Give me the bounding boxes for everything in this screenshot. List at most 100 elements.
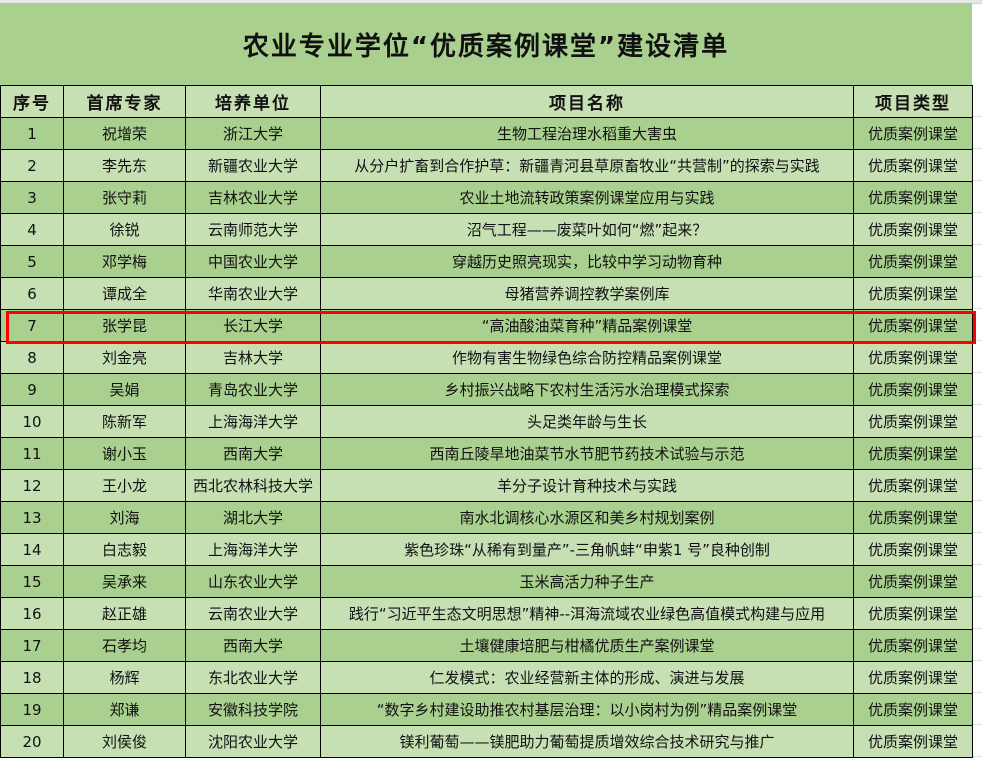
cell-no[interactable]: 18 (0, 661, 64, 694)
cell-expert[interactable]: 刘金亮 (63, 341, 186, 374)
cell-type[interactable]: 优质案例课堂 (853, 117, 973, 150)
cell-no[interactable]: 15 (0, 565, 64, 598)
cell-unit[interactable]: 华南农业大学 (185, 277, 321, 310)
cell-expert[interactable]: 祝增荣 (63, 117, 186, 150)
cell-expert[interactable]: 白志毅 (63, 533, 186, 566)
cell-unit[interactable]: 西南大学 (185, 437, 321, 470)
cell-no[interactable]: 12 (0, 469, 64, 502)
header-expert[interactable]: 首席专家 (63, 85, 186, 118)
cell-project[interactable]: 羊分子设计育种技术与实践 (320, 469, 854, 502)
cell-unit[interactable]: 浙江大学 (185, 117, 321, 150)
cell-type[interactable]: 优质案例课堂 (853, 565, 973, 598)
cell-expert[interactable]: 石孝均 (63, 629, 186, 662)
cell-type[interactable]: 优质案例课堂 (853, 149, 973, 182)
cell-project[interactable]: 土壤健康培肥与柑橘优质生产案例课堂 (320, 629, 854, 662)
cell-unit[interactable]: 东北农业大学 (185, 661, 321, 694)
cell-no[interactable]: 20 (0, 725, 64, 758)
cell-type[interactable]: 优质案例课堂 (853, 213, 973, 246)
cell-expert[interactable]: 邓学梅 (63, 245, 186, 278)
cell-project[interactable]: 生物工程治理水稻重大害虫 (320, 117, 854, 150)
cell-no[interactable]: 11 (0, 437, 64, 470)
cell-project[interactable]: 沼气工程——废菜叶如何“燃”起来？ (320, 213, 854, 246)
cell-unit[interactable]: 吉林农业大学 (185, 181, 321, 214)
cell-type[interactable]: 优质案例课堂 (853, 277, 973, 310)
header-type[interactable]: 项目类型 (853, 85, 973, 118)
sheet-title[interactable]: 农业专业学位“优质案例课堂”建设清单 (0, 3, 972, 85)
cell-type[interactable]: 优质案例课堂 (853, 597, 973, 630)
cell-project[interactable]: 西南丘陵旱地油菜节水节肥节药技术试验与示范 (320, 437, 854, 470)
cell-project[interactable]: 农业土地流转政策案例课堂应用与实践 (320, 181, 854, 214)
cell-unit[interactable]: 安徽科技学院 (185, 693, 321, 726)
cell-unit[interactable]: 山东农业大学 (185, 565, 321, 598)
cell-project[interactable]: 玉米高活力种子生产 (320, 565, 854, 598)
cell-no[interactable]: 17 (0, 629, 64, 662)
cell-unit[interactable]: 新疆农业大学 (185, 149, 321, 182)
cell-expert[interactable]: 李先东 (63, 149, 186, 182)
cell-project[interactable]: 母猪营养调控教学案例库 (320, 277, 854, 310)
cell-no[interactable]: 13 (0, 501, 64, 534)
cell-project[interactable]: 镁利葡萄——镁肥助力葡萄提质增效综合技术研究与推广 (320, 725, 854, 758)
cell-no[interactable]: 3 (0, 181, 64, 214)
cell-unit[interactable]: 沈阳农业大学 (185, 725, 321, 758)
cell-project[interactable]: 乡村振兴战略下农村生活污水治理模式探索 (320, 373, 854, 406)
cell-unit[interactable]: 青岛农业大学 (185, 373, 321, 406)
cell-type[interactable]: 优质案例课堂 (853, 373, 973, 406)
cell-unit[interactable]: 云南农业大学 (185, 597, 321, 630)
cell-expert[interactable]: 谭成全 (63, 277, 186, 310)
cell-unit[interactable]: 上海海洋大学 (185, 533, 321, 566)
cell-type[interactable]: 优质案例课堂 (853, 533, 973, 566)
header-no[interactable]: 序号 (0, 85, 64, 118)
cell-project[interactable]: 从分户扩畜到合作护草：新疆青河县草原畜牧业“共营制”的探索与实践 (320, 149, 854, 182)
cell-unit[interactable]: 西北农林科技大学 (185, 469, 321, 502)
cell-unit[interactable]: 中国农业大学 (185, 245, 321, 278)
cell-expert[interactable]: 吴承来 (63, 565, 186, 598)
cell-type[interactable]: 优质案例课堂 (853, 309, 973, 342)
cell-project[interactable]: 紫色珍珠“从稀有到量产”-三角帆蚌“申紫1 号”良种创制 (320, 533, 854, 566)
cell-project[interactable]: “高油酸油菜育种”精品案例课堂 (320, 309, 854, 342)
header-unit[interactable]: 培养单位 (185, 85, 321, 118)
cell-project[interactable]: 穿越历史照亮现实，比较中学习动物育种 (320, 245, 854, 278)
cell-type[interactable]: 优质案例课堂 (853, 245, 973, 278)
cell-project[interactable]: 头足类年龄与生长 (320, 405, 854, 438)
cell-expert[interactable]: 王小龙 (63, 469, 186, 502)
cell-unit[interactable]: 西南大学 (185, 629, 321, 662)
cell-unit[interactable]: 长江大学 (185, 309, 321, 342)
cell-type[interactable]: 优质案例课堂 (853, 661, 973, 694)
cell-no[interactable]: 9 (0, 373, 64, 406)
cell-project[interactable]: 践行“习近平生态文明思想”精神--洱海流域农业绿色高值模式构建与应用 (320, 597, 854, 630)
cell-unit[interactable]: 上海海洋大学 (185, 405, 321, 438)
cell-expert[interactable]: 张守莉 (63, 181, 186, 214)
cell-no[interactable]: 2 (0, 149, 64, 182)
cell-project[interactable]: “数字乡村建设助推农村基层治理：以小岗村为例”精品案例课堂 (320, 693, 854, 726)
cell-no[interactable]: 6 (0, 277, 64, 310)
cell-type[interactable]: 优质案例课堂 (853, 405, 973, 438)
cell-type[interactable]: 优质案例课堂 (853, 629, 973, 662)
cell-no[interactable]: 16 (0, 597, 64, 630)
cell-type[interactable]: 优质案例课堂 (853, 725, 973, 758)
cell-unit[interactable]: 云南师范大学 (185, 213, 321, 246)
cell-type[interactable]: 优质案例课堂 (853, 181, 973, 214)
cell-expert[interactable]: 刘海 (63, 501, 186, 534)
cell-expert[interactable]: 徐锐 (63, 213, 186, 246)
cell-type[interactable]: 优质案例课堂 (853, 341, 973, 374)
cell-project[interactable]: 作物有害生物绿色综合防控精品案例课堂 (320, 341, 854, 374)
cell-expert[interactable]: 谢小玉 (63, 437, 186, 470)
cell-type[interactable]: 优质案例课堂 (853, 469, 973, 502)
cell-expert[interactable]: 张学昆 (63, 309, 186, 342)
cell-no[interactable]: 8 (0, 341, 64, 374)
cell-expert[interactable]: 刘侯俊 (63, 725, 186, 758)
cell-expert[interactable]: 杨辉 (63, 661, 186, 694)
cell-expert[interactable]: 吴娟 (63, 373, 186, 406)
header-project[interactable]: 项目名称 (320, 85, 854, 118)
cell-type[interactable]: 优质案例课堂 (853, 437, 973, 470)
cell-unit[interactable]: 湖北大学 (185, 501, 321, 534)
cell-no[interactable]: 14 (0, 533, 64, 566)
cell-no[interactable]: 5 (0, 245, 64, 278)
cell-project[interactable]: 仁发模式：农业经营新主体的形成、演进与发展 (320, 661, 854, 694)
cell-unit[interactable]: 吉林大学 (185, 341, 321, 374)
cell-no[interactable]: 1 (0, 117, 64, 150)
cell-expert[interactable]: 陈新军 (63, 405, 186, 438)
cell-type[interactable]: 优质案例课堂 (853, 501, 973, 534)
cell-no[interactable]: 10 (0, 405, 64, 438)
cell-no[interactable]: 19 (0, 693, 64, 726)
